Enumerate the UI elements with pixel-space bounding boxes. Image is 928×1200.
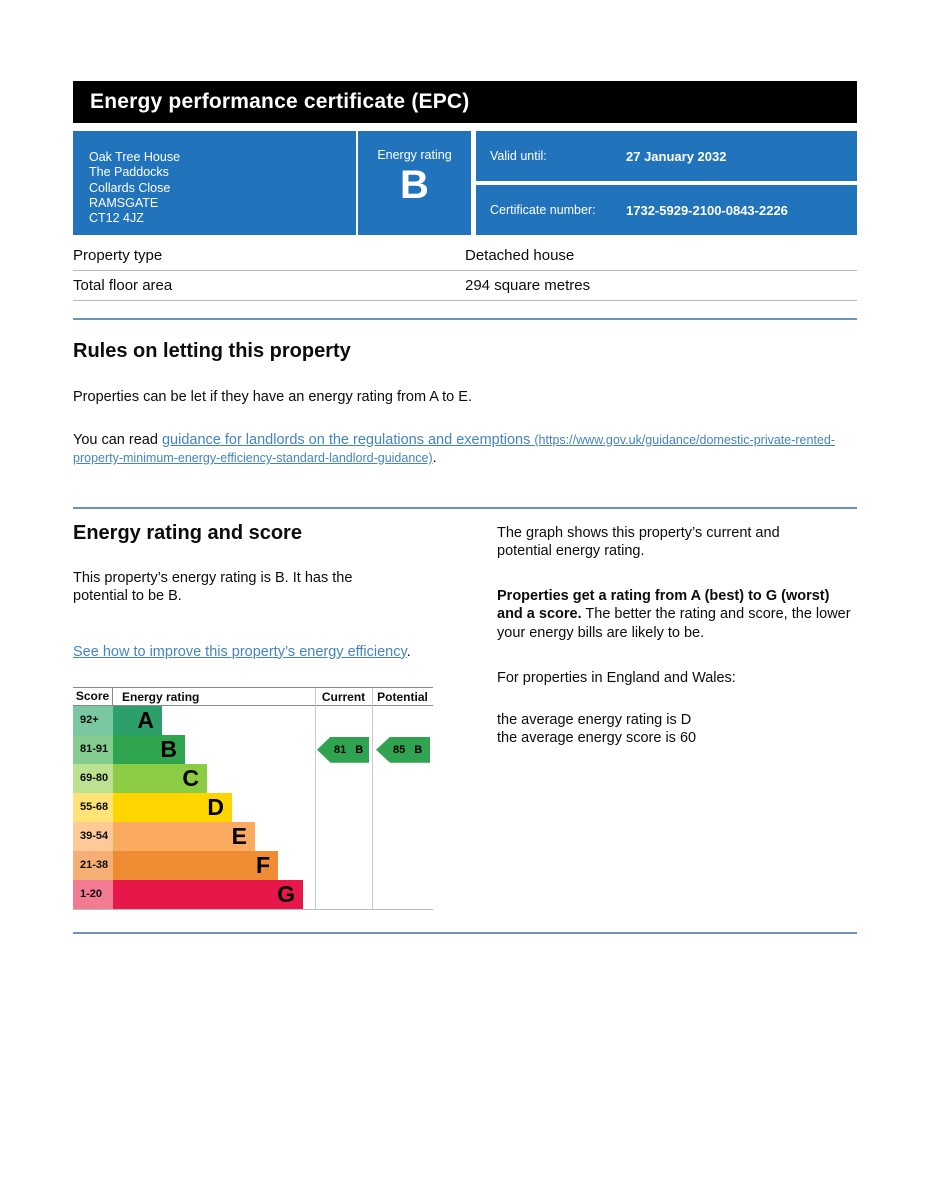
rules-heading: Rules on letting this property xyxy=(73,340,351,362)
rating-band-a: 92+ A xyxy=(73,706,433,736)
chart-header-current: Current xyxy=(321,689,366,704)
certificate-meta-panel: Valid until: 27 January 2032 Certificate… xyxy=(476,131,857,235)
rating-explanation: Properties get a rating from A (best) to… xyxy=(497,587,857,643)
band-bar-b: B xyxy=(113,735,185,765)
rules-section: Rules on letting this property Propertie… xyxy=(73,340,857,468)
certificate-banner: Energy performance certificate (EPC) xyxy=(73,81,857,123)
band-bar-g: G xyxy=(113,880,303,910)
rating-band-b: 81-91 B xyxy=(73,735,433,765)
energy-rating-value: B xyxy=(400,163,429,207)
certificate-number-label: Certificate number: xyxy=(490,203,596,217)
band-bar-c: C xyxy=(113,764,207,794)
section-divider xyxy=(73,506,857,509)
valid-until-value: 27 January 2032 xyxy=(626,148,727,164)
current-rating-arrow-score: 81 xyxy=(334,743,347,756)
rating-heading: Energy rating and score xyxy=(73,521,302,544)
band-score-range: 69-80 xyxy=(73,764,113,794)
rating-band-d: 55-68 D xyxy=(73,793,433,823)
rating-explanation-rest: The better the rating and score, the low… xyxy=(497,606,851,641)
page-title: Energy performance certificate (EPC) xyxy=(90,90,470,113)
band-score-range: 1-20 xyxy=(73,880,113,910)
rating-band-e: 39-54 E xyxy=(73,822,433,852)
property-detail-label: Property type xyxy=(73,247,163,264)
england-wales-intro: For properties in England and Wales: xyxy=(497,670,736,687)
band-bar-d: D xyxy=(113,793,232,823)
read-prefix-text: You can read xyxy=(73,431,162,448)
rating-explanation-bold: Properties get a rating from A (best) to… xyxy=(497,587,830,623)
band-score-range: 39-54 xyxy=(73,822,113,852)
rating-left-column: Energy rating and score This property’s … xyxy=(73,522,433,911)
band-bar-f: F xyxy=(113,851,278,881)
graph-description: The graph shows this property’s current … xyxy=(497,524,780,560)
summary-separator xyxy=(356,131,358,235)
rating-band-f: 21-38 F xyxy=(73,851,433,881)
certificate-summary-box: Oak Tree House The Paddocks Collards Clo… xyxy=(73,131,857,235)
valid-until-label: Valid until: xyxy=(490,149,547,163)
property-detail-value: 294 square metres xyxy=(465,277,591,294)
section-divider xyxy=(73,318,857,320)
rules-para1: Properties can be let if they have an en… xyxy=(73,389,472,405)
property-detail-label: Total floor area xyxy=(73,277,173,294)
rules-para2: You can read guidance for landlords on t… xyxy=(73,431,857,468)
sentence-period: . xyxy=(406,643,411,660)
valid-until-row: Valid until: 27 January 2032 xyxy=(476,131,857,181)
property-detail-row: Property type Detached house xyxy=(73,241,857,271)
chart-column-divider xyxy=(372,688,373,910)
chart-header-energy-rating: Energy rating xyxy=(122,689,200,704)
rating-right-column: The graph shows this property’s current … xyxy=(497,522,857,911)
landlord-guidance-link-text: guidance for landlords on the regulation… xyxy=(161,431,535,448)
band-score-range: 81-91 xyxy=(73,735,113,765)
chart-header-potential: Potential xyxy=(377,689,428,704)
chart-header-score: Score xyxy=(73,688,113,706)
property-address: Oak Tree House The Paddocks Collards Clo… xyxy=(73,131,356,235)
band-score-range: 55-68 xyxy=(73,793,113,823)
section-divider xyxy=(73,932,857,935)
landlord-guidance-link-url: (https://www.gov.uk/guidance/domestic-pr… xyxy=(73,432,835,466)
chart-header-row: Score Energy rating Current Potential xyxy=(73,688,433,707)
property-detail-row: Total floor area 294 square metres xyxy=(73,271,857,301)
potential-rating-arrow-letter: B xyxy=(414,743,423,756)
chart-bands-area: 92+ A 81-91 B 69-80 C 55-68 D 39-54 E 21-38 F 1-20 G 8… xyxy=(73,706,433,910)
sentence-period: . xyxy=(432,450,437,467)
certificate-number-value: 1732-5929-2100-0843-2226 xyxy=(626,202,788,218)
band-score-range: 92+ xyxy=(73,706,113,736)
rating-section: Energy rating and score This property’s … xyxy=(73,522,857,911)
certificate-number-row: Certificate number: 1732-5929-2100-0843-… xyxy=(476,185,857,235)
potential-rating-arrow-score: 85 xyxy=(393,743,406,756)
landlord-guidance-link[interactable]: guidance for landlords on the regulation… xyxy=(73,432,835,467)
rating-band-c: 69-80 C xyxy=(73,764,433,794)
energy-rating-badge: Energy rating B xyxy=(358,131,471,235)
property-details-table: Property type Detached house Total floor a… xyxy=(73,241,857,301)
rating-band-g: 1-20 G xyxy=(73,880,433,910)
rating-para1: This property’s energy rating is B. It h… xyxy=(73,569,353,605)
chart-column-divider xyxy=(315,688,316,910)
property-detail-value: Detached house xyxy=(465,247,575,264)
improve-efficiency-link[interactable]: See how to improve this property’s energ… xyxy=(73,643,407,660)
energy-rating-chart: Score Energy rating Current Potential 92… xyxy=(73,687,433,911)
band-score-range: 21-38 xyxy=(73,851,113,881)
improve-link-para: See how to improve this property’s energ… xyxy=(73,643,433,662)
energy-rating-label: Energy rating xyxy=(377,148,452,162)
current-rating-arrow-letter: B xyxy=(355,743,364,756)
band-bar-e: E xyxy=(113,822,255,852)
average-ratings-text: the average energy rating is D the avera… xyxy=(497,711,697,747)
band-bar-a: A xyxy=(113,706,162,736)
